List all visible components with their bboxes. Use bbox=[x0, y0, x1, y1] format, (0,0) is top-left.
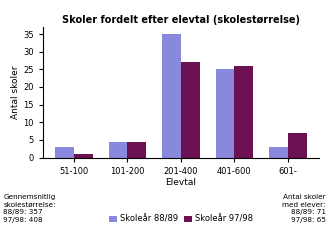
Bar bbox=[74, 154, 93, 157]
Legend: Skoleår 88/89, Skoleår 97/98: Skoleår 88/89, Skoleår 97/98 bbox=[105, 211, 257, 225]
Bar bbox=[216, 69, 234, 158]
Bar bbox=[55, 147, 74, 158]
Y-axis label: Antal skoler: Antal skoler bbox=[11, 65, 20, 119]
Bar bbox=[181, 62, 200, 158]
Bar bbox=[288, 133, 307, 158]
Text: Gennemsnitlig
skolestørrelse:
88/89: 357
97/98: 408: Gennemsnitlig skolestørrelse: 88/89: 357… bbox=[3, 194, 56, 223]
X-axis label: Elevtal: Elevtal bbox=[165, 178, 196, 187]
Bar bbox=[128, 142, 146, 158]
Title: Skoler fordelt efter elevtal (skolestørrelse): Skoler fordelt efter elevtal (skolestørr… bbox=[62, 15, 300, 25]
Bar bbox=[109, 142, 128, 158]
Bar bbox=[162, 34, 181, 158]
Bar bbox=[234, 66, 253, 158]
Text: Antal skoler
med elever:
88/89: 71
97/98: 65: Antal skoler med elever: 88/89: 71 97/98… bbox=[282, 194, 326, 223]
Bar bbox=[269, 147, 288, 158]
